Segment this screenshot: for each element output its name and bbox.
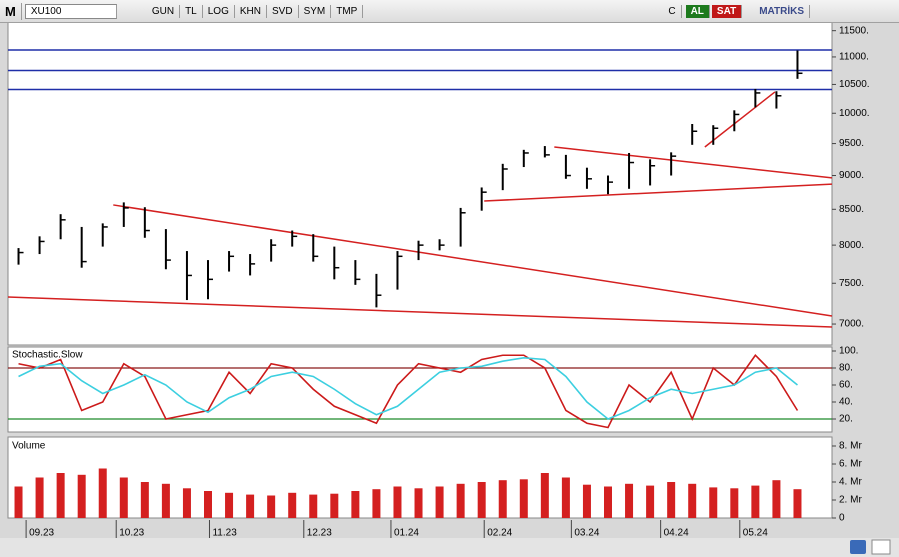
volume-bar (393, 486, 402, 518)
volume-bar (267, 495, 276, 518)
volume-bar (477, 482, 486, 518)
y-tick-label: 9500. (839, 138, 864, 149)
trend-line (7, 296, 833, 328)
toolbar-button[interactable]: KHN (235, 4, 267, 18)
toolbar-button[interactable]: SYM (299, 4, 332, 18)
y-tick-label: 9000. (839, 170, 864, 181)
volume-bar (330, 493, 339, 518)
refresh-button[interactable]: C (663, 4, 682, 18)
volume-bar (456, 483, 465, 518)
stochastic-line (18, 354, 799, 429)
volume-bar (35, 477, 44, 518)
volume-bar (751, 485, 760, 518)
x-tick-label: 09.23 (29, 528, 54, 539)
x-tick-label: 11.23 (212, 528, 237, 539)
symbol-box[interactable]: XU100 (24, 3, 117, 19)
y-tick-label: 10500. (839, 79, 870, 90)
trend-line (704, 91, 776, 148)
x-tick-label: 04.24 (664, 528, 689, 539)
volume-bar (351, 491, 360, 518)
y-tick-label: 60. (839, 380, 853, 391)
volume-bar (730, 488, 739, 518)
volume-bar (372, 489, 381, 518)
y-tick-label: 11500. (839, 25, 869, 36)
y-tick-label: 20. (839, 414, 853, 425)
volume-bar (667, 482, 676, 518)
y-tick-label: 0 (839, 513, 845, 524)
trend-line (554, 146, 833, 179)
x-tick-label: 01.24 (394, 528, 419, 539)
volume-bar (688, 483, 697, 518)
volume-bar (646, 485, 655, 518)
y-tick-label: 6. Mr (839, 459, 862, 470)
scroll-button[interactable] (850, 540, 866, 554)
volume-bar (540, 473, 549, 518)
toolbar-button[interactable]: TL (180, 4, 203, 18)
y-tick-label: 100. (839, 346, 858, 357)
sell-button[interactable]: SAT (711, 4, 743, 18)
toolbar-button[interactable]: GUN (147, 4, 181, 18)
volume-bar (204, 491, 212, 518)
volume-bar (119, 477, 128, 518)
stochastic-line (18, 356, 798, 420)
panel-title: Volume (12, 441, 46, 452)
status-bar (0, 538, 899, 557)
toolbar-button[interactable]: TMP (331, 4, 364, 18)
volume-bar (161, 483, 170, 518)
volume-bar (14, 486, 23, 518)
trend-line (484, 183, 833, 202)
volume-bar (98, 468, 107, 518)
y-tick-label: 7500. (839, 278, 864, 289)
trend-line (113, 204, 833, 317)
volume-bar (77, 474, 86, 518)
volume-bar (435, 486, 444, 518)
volume-bar (625, 483, 634, 518)
button-group: GUN TL LOG KHN SVD SYM TMP (147, 4, 364, 18)
volume-bar (182, 488, 191, 518)
volume-bar (582, 484, 591, 518)
toolbar-button[interactable]: SVD (267, 4, 299, 18)
volume-bar (309, 494, 318, 518)
volume-bar (561, 477, 570, 518)
volume-bar (604, 486, 612, 518)
volume-bar (140, 482, 149, 518)
price-panel (7, 21, 833, 346)
toolbar-button[interactable]: LOG (203, 4, 235, 18)
x-tick-label: 12.23 (307, 528, 332, 539)
volume-bar (793, 489, 802, 518)
volume-bar (288, 492, 297, 518)
y-tick-label: 4. Mr (839, 477, 862, 488)
volume-bar (56, 473, 65, 518)
x-tick-label: 02.24 (487, 528, 512, 539)
x-tick-label: 10.23 (119, 528, 144, 539)
y-tick-label: 80. (839, 363, 853, 374)
y-tick-label: 2. Mr (839, 495, 862, 506)
y-tick-label: 11000. (839, 52, 869, 63)
volume-bar (246, 494, 255, 518)
buy-button[interactable]: AL (685, 4, 710, 18)
y-tick-label: 10000. (839, 108, 870, 119)
volume-bar (519, 479, 528, 518)
volume-bar (709, 487, 718, 518)
volume-bar (498, 480, 507, 518)
y-tick-label: 8. Mr (839, 441, 862, 452)
volume-bar (225, 492, 234, 518)
stochastic-panel (7, 346, 833, 433)
y-tick-label: 40. (839, 397, 853, 408)
volume-bar (772, 480, 781, 518)
y-tick-label: 8500. (839, 204, 864, 215)
y-tick-label: 8000. (839, 240, 864, 251)
y-tick-label: 7000. (839, 319, 864, 330)
x-tick-label: 05.24 (743, 528, 768, 539)
brand: MATRİKS (754, 4, 810, 18)
zoom-button[interactable] (871, 539, 891, 555)
volume-bar (414, 488, 423, 518)
x-tick-label: 03.24 (574, 528, 599, 539)
panel-title: Stochastic.Slow (12, 350, 83, 361)
toolbar: M XU100 GUN TL LOG KHN SVD SYM TMP C AL SAT MA… (0, 0, 899, 23)
logo: M (0, 2, 22, 20)
